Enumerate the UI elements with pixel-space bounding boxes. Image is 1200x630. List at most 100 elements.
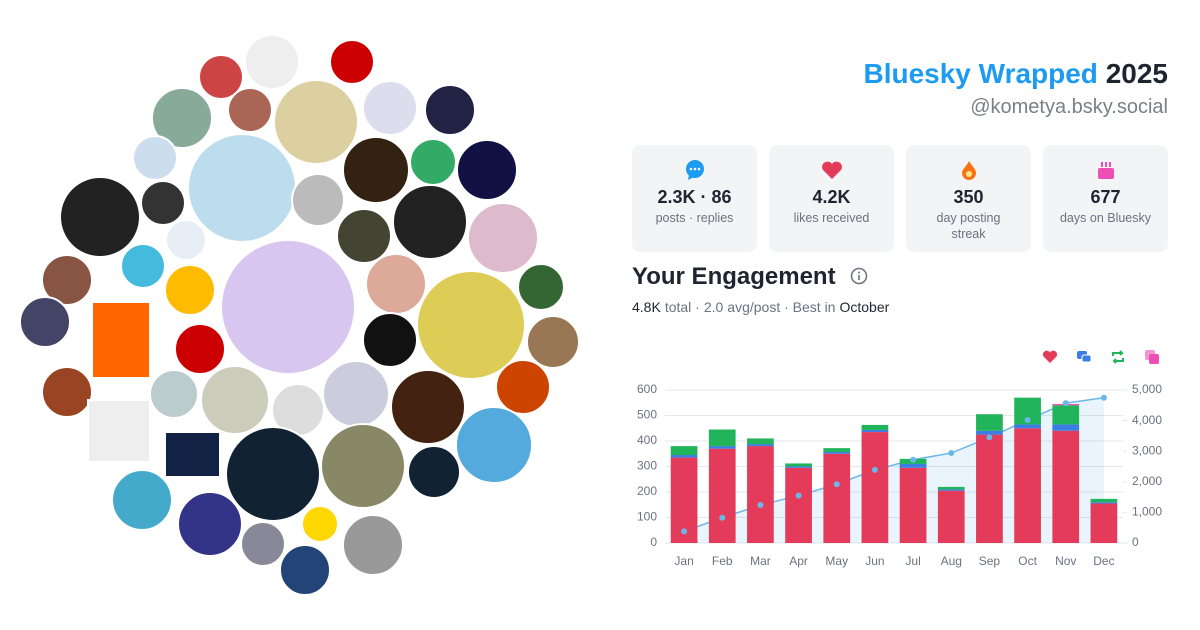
avatar[interactable] xyxy=(19,296,71,348)
legend-icon[interactable] xyxy=(1077,351,1092,363)
line-point xyxy=(910,456,917,463)
avatar[interactable] xyxy=(279,544,331,596)
avatar[interactable] xyxy=(365,253,427,315)
x-tick-label: Aug xyxy=(941,554,962,568)
avatar[interactable] xyxy=(220,239,356,375)
title-year: 2025 xyxy=(1105,58,1168,89)
legend-icon[interactable] xyxy=(1145,350,1159,364)
avatar[interactable] xyxy=(174,323,226,375)
avatar[interactable] xyxy=(342,136,410,204)
line-point xyxy=(948,450,955,457)
line-point xyxy=(795,492,802,499)
y2-tick-label: 2,000 xyxy=(1132,474,1162,488)
avatar[interactable] xyxy=(177,491,243,557)
avatar[interactable] xyxy=(120,243,166,289)
avatar-cluster xyxy=(19,34,580,596)
legend-icon[interactable] xyxy=(1042,350,1058,363)
avatar[interactable] xyxy=(149,369,199,419)
avatar[interactable] xyxy=(227,87,273,133)
line-point xyxy=(1100,394,1107,401)
engagement-chart: 0 100 200 300 400 500 600 0 1,000 2,000 3,000 4,000… xyxy=(637,350,1162,568)
y-tick-label: 0 xyxy=(650,535,657,549)
x-tick-label: Jun xyxy=(865,554,884,568)
bar-segment xyxy=(976,434,1003,543)
bar-segment xyxy=(747,446,774,543)
bar-segment xyxy=(937,490,965,543)
avatar[interactable] xyxy=(526,315,580,369)
avatar[interactable] xyxy=(320,423,406,509)
avatar[interactable] xyxy=(291,173,345,227)
line-point xyxy=(986,434,993,441)
stat-card: 4.2K likes received xyxy=(769,145,894,252)
avatar[interactable] xyxy=(424,84,476,136)
avatar[interactable] xyxy=(132,135,178,181)
stat-icon xyxy=(686,160,704,180)
avatar[interactable] xyxy=(301,505,339,543)
avatar[interactable] xyxy=(495,359,551,415)
bar-segment xyxy=(899,463,927,468)
avatar[interactable] xyxy=(200,365,270,435)
line-point xyxy=(719,514,726,521)
x-tick-label: Feb xyxy=(712,554,733,568)
avatar[interactable] xyxy=(416,270,526,380)
bar-segment xyxy=(670,455,698,458)
avatar[interactable] xyxy=(244,34,300,90)
avatar[interactable] xyxy=(322,360,390,428)
avatar[interactable] xyxy=(59,176,141,258)
x-tick-label: Sep xyxy=(979,554,1001,568)
avatar[interactable] xyxy=(198,54,244,100)
bar-segment xyxy=(785,466,812,468)
line-point xyxy=(1062,400,1069,407)
avatar[interactable] xyxy=(362,80,418,136)
avatar[interactable] xyxy=(336,208,392,264)
avatar[interactable] xyxy=(329,39,375,85)
avatar[interactable] xyxy=(456,139,518,201)
avatar[interactable] xyxy=(140,180,186,226)
avatar[interactable] xyxy=(407,445,461,499)
y-tick-label: 100 xyxy=(637,510,657,524)
avatar[interactable] xyxy=(164,431,221,478)
avatar[interactable] xyxy=(392,184,468,260)
bar-segment xyxy=(670,446,698,456)
x-tick-label: Jan xyxy=(674,554,693,568)
avatar[interactable] xyxy=(111,469,173,531)
avatar[interactable] xyxy=(240,521,286,567)
legend-icon[interactable] xyxy=(1112,350,1124,364)
y-tick-label: 300 xyxy=(637,459,657,473)
avatar[interactable] xyxy=(467,202,539,274)
avatar[interactable] xyxy=(87,399,151,463)
stat-icon xyxy=(962,161,976,180)
x-tick-label: Dec xyxy=(1093,554,1114,568)
bar-segment xyxy=(976,430,1003,435)
avatar[interactable] xyxy=(225,426,321,522)
avatar[interactable] xyxy=(342,514,404,576)
avatar[interactable] xyxy=(164,264,216,316)
bar-segment xyxy=(861,430,889,433)
bar-segment xyxy=(747,438,774,445)
avatar[interactable] xyxy=(362,312,418,368)
avatar[interactable] xyxy=(455,406,533,484)
avatar[interactable] xyxy=(41,366,93,418)
bar-segment xyxy=(823,453,851,543)
avatar[interactable] xyxy=(273,79,359,165)
bar-segment xyxy=(708,448,736,543)
avatar[interactable] xyxy=(390,369,466,445)
avatar[interactable] xyxy=(187,133,297,243)
bar-segment xyxy=(861,424,889,431)
summary-part: 4.8K xyxy=(632,299,661,315)
info-icon[interactable] xyxy=(850,267,868,285)
avatar[interactable] xyxy=(41,254,93,306)
y-tick-label: 500 xyxy=(637,408,657,422)
avatar[interactable] xyxy=(151,87,213,149)
bar-segment xyxy=(937,489,965,491)
bar-segment xyxy=(1090,502,1118,504)
summary-part: avg/post · Best in xyxy=(727,299,836,315)
y2-tick-label: 0 xyxy=(1132,535,1139,549)
line-point xyxy=(871,466,878,473)
avatar[interactable] xyxy=(517,263,565,311)
avatar[interactable] xyxy=(409,138,457,186)
avatar[interactable] xyxy=(91,301,151,379)
handle: @kometya.bsky.social xyxy=(970,96,1168,118)
avatar[interactable] xyxy=(165,219,207,261)
